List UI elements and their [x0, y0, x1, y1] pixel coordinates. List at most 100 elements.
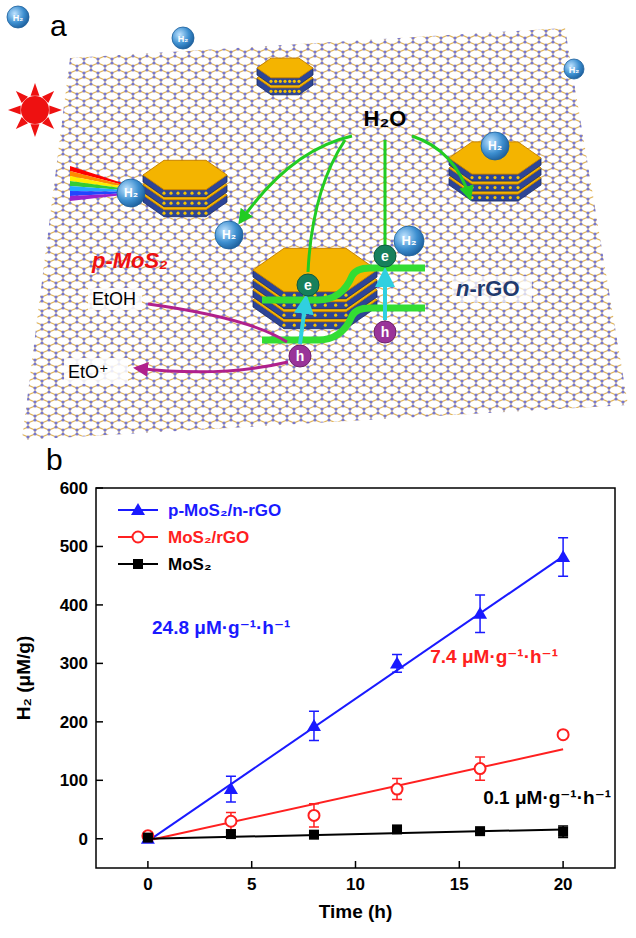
- data-point: [143, 833, 153, 843]
- y-tick: [96, 780, 103, 782]
- y-tick-label: 500: [60, 537, 88, 556]
- stack-atom: [493, 176, 496, 179]
- stack-atom: [293, 90, 296, 93]
- stack-atom: [324, 324, 327, 327]
- electron-label: e: [304, 277, 312, 293]
- bubble-label: H₂: [569, 65, 580, 75]
- stack-atom: [516, 196, 519, 199]
- stack-atom: [344, 304, 347, 307]
- data-point: [475, 763, 486, 774]
- reduction-arrow: [240, 136, 352, 222]
- bubble-label: H₂: [178, 34, 189, 44]
- stack-atom: [162, 192, 165, 195]
- data-point: [141, 832, 155, 844]
- y-tick-label: 300: [60, 654, 88, 673]
- mos2-stack: [257, 58, 313, 95]
- stack-atom: [169, 192, 172, 195]
- error-bar: [475, 757, 485, 780]
- y-tick-label: 0: [79, 830, 88, 849]
- donor-arrow: [136, 362, 288, 372]
- stack-layer-top: [257, 58, 313, 78]
- n-type-prefix: n: [456, 276, 469, 301]
- stack-atom: [176, 202, 179, 205]
- stack-atom: [516, 176, 519, 179]
- stack-atom: [493, 196, 496, 199]
- stack-atom: [478, 186, 481, 189]
- legend-marker: [131, 503, 145, 515]
- stack-atom: [169, 212, 172, 215]
- stack-atom: [293, 80, 296, 83]
- stack-atom: [501, 186, 504, 189]
- data-point: [224, 782, 238, 794]
- sun: [8, 83, 62, 137]
- stack-atom: [313, 304, 316, 307]
- rate-annotation: 7.4 μM·g⁻¹·h⁻¹: [430, 646, 558, 667]
- diagram-panel: aeehhH₂H₂H₂H₂H₂H₂H₂H₂Op-MoS₂EtOHEtO⁺n-rG…: [7, 6, 628, 440]
- y-tick: [96, 721, 103, 723]
- h2-bubble: [394, 226, 424, 256]
- rate-annotation: 0.1 μM·g⁻¹·h⁻¹: [483, 787, 611, 808]
- label-patch: [452, 276, 532, 302]
- bubble-label: H₂: [13, 13, 24, 23]
- data-point: [225, 816, 236, 827]
- stack-atom: [288, 90, 291, 93]
- stack-atom: [288, 80, 291, 83]
- stack-atom: [282, 314, 285, 317]
- sun-ray: [31, 124, 40, 137]
- h2-bubble: [7, 6, 29, 28]
- electron: [297, 274, 319, 296]
- stack-atom: [501, 196, 504, 199]
- stack-atom: [274, 80, 277, 83]
- data-point: [392, 784, 403, 795]
- y-tick: [96, 546, 103, 548]
- plot-frame: [96, 488, 615, 868]
- stack-atom: [176, 212, 179, 215]
- stack-atom: [183, 212, 186, 215]
- n-type-rest: -rGO: [469, 276, 519, 301]
- x-tick-label: 10: [346, 875, 365, 894]
- data-point: [307, 719, 321, 731]
- data-point: [226, 829, 236, 839]
- stack-atom: [478, 176, 481, 179]
- h2-bubble: [117, 179, 145, 207]
- stack-atom: [269, 90, 272, 93]
- sun-disc: [21, 96, 49, 124]
- stack-atom: [190, 202, 193, 205]
- error-bar: [392, 779, 402, 800]
- hole-label: h: [381, 324, 390, 340]
- stack-atom: [324, 304, 327, 307]
- stack-atom: [183, 192, 186, 195]
- stack-atom: [509, 196, 512, 199]
- panel-label: a: [50, 9, 67, 42]
- hole: [289, 345, 311, 367]
- stack-atom: [470, 176, 473, 179]
- water-label: H₂O: [364, 106, 407, 131]
- electron-label: e: [381, 248, 389, 264]
- x-axis-title: Time (h): [319, 901, 393, 922]
- stack-atom: [282, 324, 285, 327]
- stack-atom: [486, 196, 489, 199]
- stack-atom: [297, 80, 300, 83]
- stack-atom: [190, 212, 193, 215]
- mos2-stack: [143, 160, 227, 216]
- sun-ray: [31, 83, 40, 96]
- stack-atom: [297, 90, 300, 93]
- stack-atom: [501, 176, 504, 179]
- stack-atom: [282, 294, 285, 297]
- h2-bubble: [481, 132, 509, 160]
- excitation-arrow: [300, 298, 306, 344]
- error-bar: [226, 812, 236, 830]
- x-tick: [459, 861, 461, 868]
- stack-atom: [279, 90, 282, 93]
- y-tick: [96, 487, 103, 489]
- legend: p-MoS₂/n-rGOMoS₂/rGOMoS₂: [118, 501, 281, 574]
- h2-bubble: [215, 221, 243, 249]
- bubble-label: H₂: [124, 186, 138, 200]
- stack-atom: [293, 314, 296, 317]
- label-patch: [88, 288, 142, 310]
- hole-label: h: [296, 348, 305, 364]
- stack-atom: [204, 212, 207, 215]
- y-tick: [96, 663, 103, 665]
- stack-atom: [470, 186, 473, 189]
- data-point: [308, 810, 319, 821]
